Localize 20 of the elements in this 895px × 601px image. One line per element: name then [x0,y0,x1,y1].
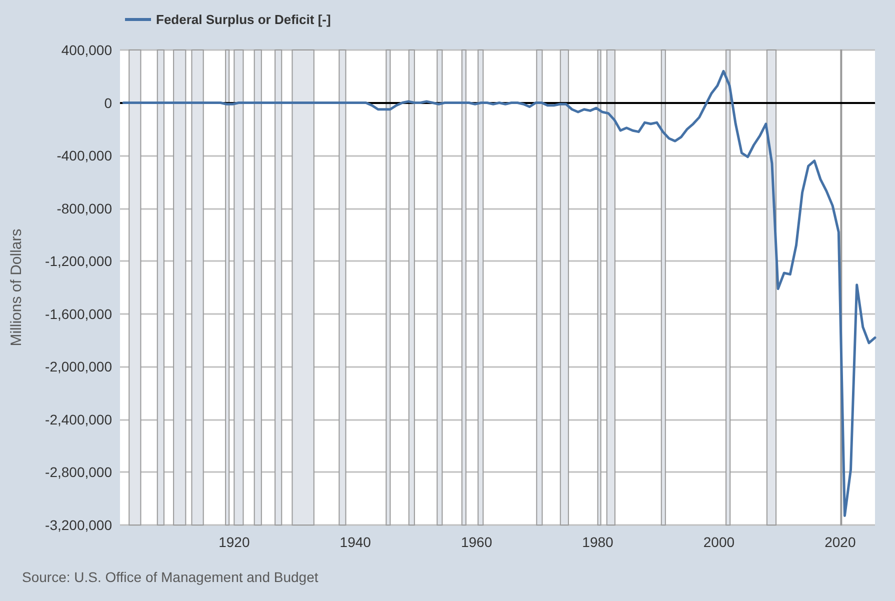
y-tick-label: -2,800,000 [45,464,112,480]
source-note: Source: U.S. Office of Management and Budget [22,569,318,585]
y-tick-label: -1,200,000 [45,253,112,270]
y-tick-label: -2,000,000 [45,358,112,375]
legend-label: Federal Surplus or Deficit [-] [156,12,331,27]
y-tick-label: -3,200,000 [45,517,112,533]
y-tick-label: -400,000 [56,148,112,164]
line-series [122,70,876,518]
y-tick-label: 0 [104,94,112,111]
y-tick-label: -800,000 [56,200,112,216]
x-tick-label: 2020 [824,534,856,550]
x-tick-label: 1940 [340,534,372,550]
y-tick-label: -1,600,000 [45,306,112,322]
x-tick-label: 1920 [218,534,250,550]
x-tick-label: 2000 [703,534,735,550]
x-tick-label: 1980 [582,534,614,550]
y-tick-label: 400,000 [61,42,112,58]
y-axis-title: Millions of Dollars [8,228,25,346]
x-tick-label: 1960 [460,534,492,550]
y-tick-label: -2,400,000 [45,411,112,428]
